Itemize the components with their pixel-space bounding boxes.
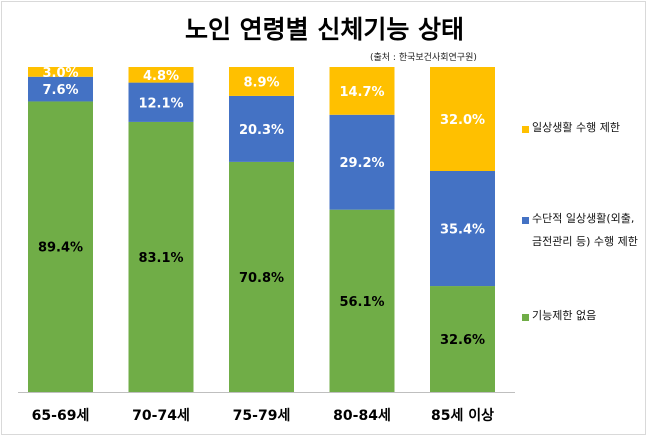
- data-label: 4.8%: [143, 69, 179, 84]
- bar-segment: [128, 82, 194, 122]
- legend-label-none: 기능제한 없음: [532, 309, 597, 322]
- data-label: 70.8%: [239, 271, 284, 286]
- bar-segment: [229, 95, 294, 162]
- data-label: 29.2%: [339, 156, 384, 171]
- x-tick-label: 70-74세: [132, 408, 190, 424]
- data-label: 56.1%: [339, 295, 384, 310]
- bar-segment: [329, 209, 395, 392]
- bar-segment: [430, 67, 495, 171]
- data-label: 14.7%: [339, 85, 384, 100]
- bar-segment: [28, 101, 93, 392]
- bar-segment: [128, 121, 194, 393]
- bar-segment: [28, 76, 93, 102]
- data-label: 83.1%: [138, 251, 183, 266]
- x-tick-label: 85세 이상: [431, 407, 494, 424]
- legend-swatch-limited: [522, 126, 529, 133]
- data-label: 35.4%: [440, 223, 485, 238]
- x-tick-label: 80-84세: [333, 408, 391, 424]
- bar-segment: [229, 67, 294, 96]
- x-tick-label: 75-79세: [233, 408, 291, 424]
- bar-segment: [128, 67, 194, 83]
- data-label: 20.3%: [239, 123, 284, 138]
- legend-item-limited: 일상생활 수행 제한: [522, 121, 646, 139]
- chart-title: 노인 연령별 신체기능 상태: [184, 15, 465, 44]
- data-label: 89.4%: [38, 241, 83, 256]
- bar-segment: [229, 161, 294, 392]
- bar-segment: [329, 67, 395, 115]
- legend-swatch-instrumental: [522, 217, 529, 224]
- bar-segment: [329, 114, 395, 210]
- legend-swatch-none: [522, 314, 529, 321]
- legend-item-instrumental: 수단적 일상생활(외출, 금전관리 등) 수행 제한: [522, 212, 646, 253]
- bar-segment: [28, 67, 93, 77]
- legend-item-none: 기능제한 없음: [522, 309, 646, 327]
- x-tick-label: 65-69세: [32, 408, 90, 424]
- data-label: 8.9%: [243, 75, 279, 90]
- bar-segment: [430, 286, 495, 392]
- chart-source: (출처 : 한국보건사회연구원): [370, 53, 477, 63]
- data-label: 32.6%: [440, 333, 485, 348]
- data-label: 32.0%: [440, 113, 485, 128]
- bar-segment: [430, 171, 495, 287]
- data-label: 3.0%: [42, 66, 78, 81]
- legend-label-limited: 일상생활 수행 제한: [532, 121, 620, 134]
- legend-label-instrumental: 수단적 일상생활(외출, 금전관리 등) 수행 제한: [532, 212, 638, 248]
- data-label: 12.1%: [138, 96, 183, 111]
- data-label: 7.6%: [42, 83, 78, 98]
